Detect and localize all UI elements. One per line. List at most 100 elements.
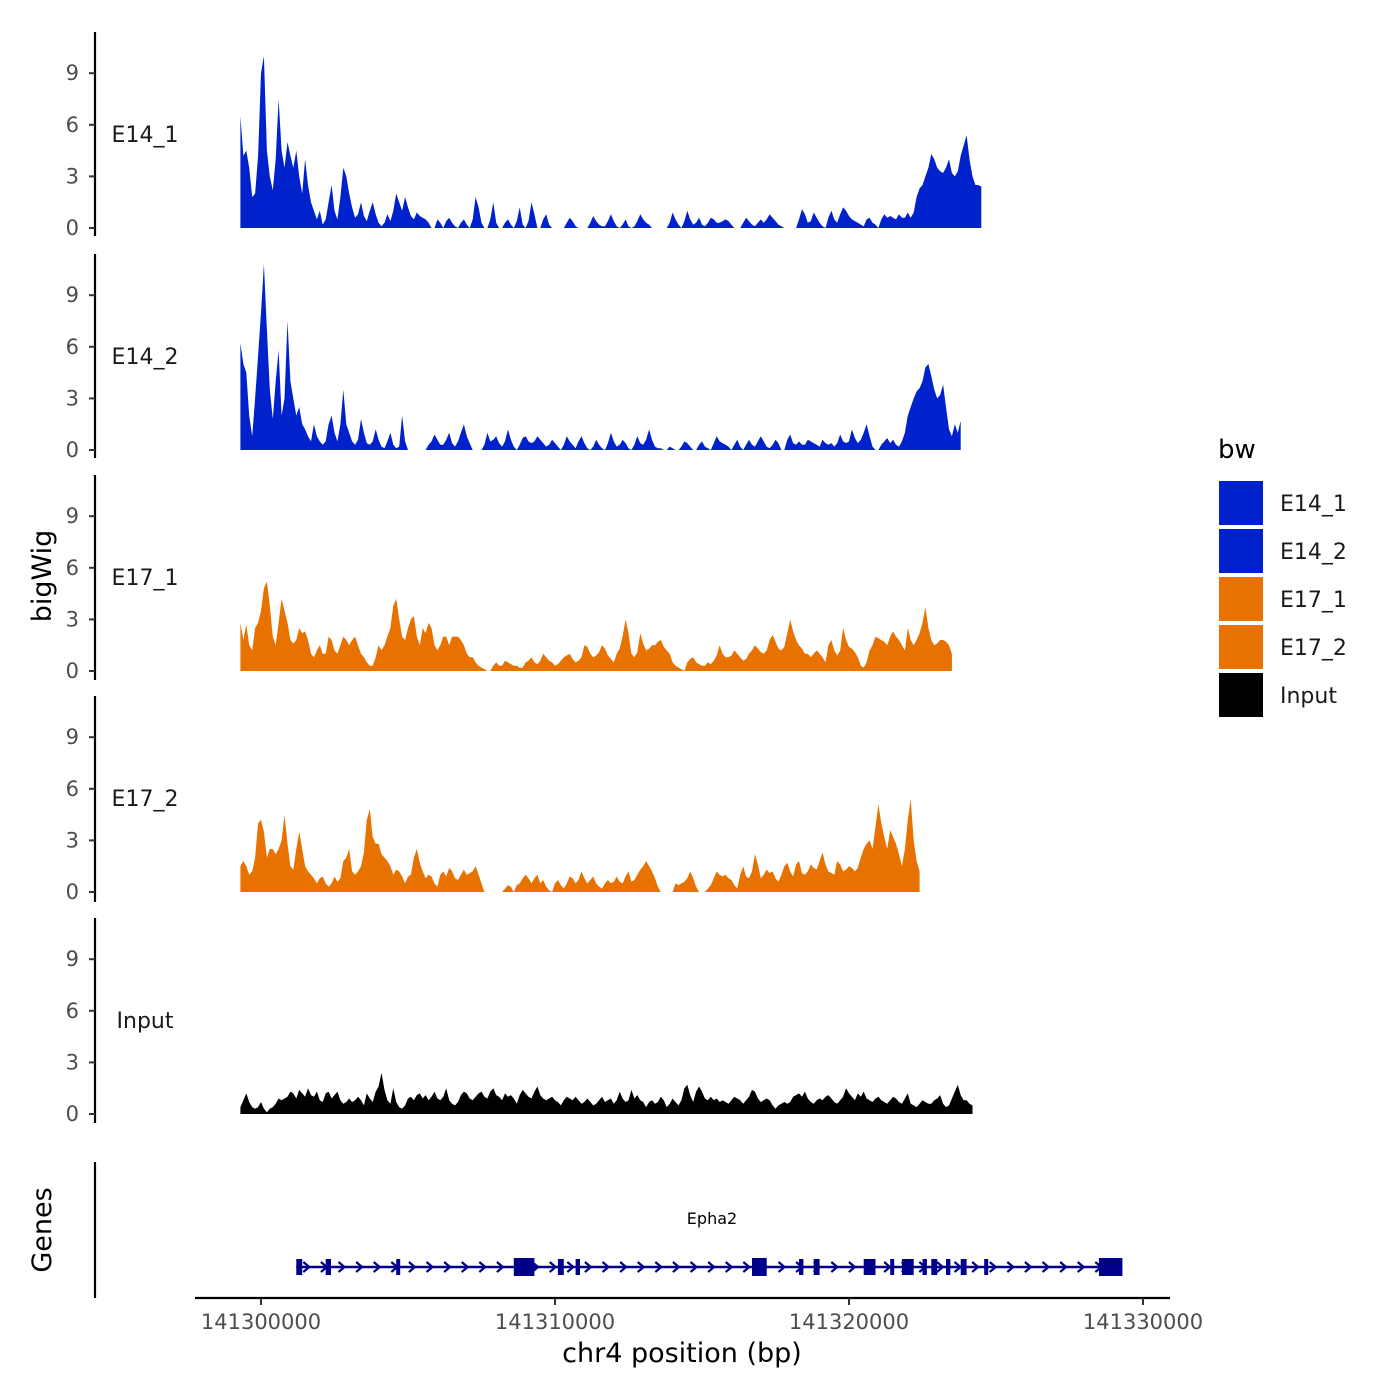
x-tick-label: 141320000	[789, 1310, 909, 1334]
strand-chevron	[1024, 1261, 1033, 1273]
y-tick-label: 0	[66, 438, 79, 462]
gene-track: Epha2	[93, 1162, 1123, 1298]
coverage-area-input	[240, 1072, 973, 1114]
legend-label-e17_1: E17_1	[1280, 588, 1347, 613]
y-tick-label: 3	[66, 828, 79, 852]
y-tick-label: 6	[66, 335, 79, 359]
legend-label-e14_2: E14_2	[1280, 540, 1347, 565]
strand-chevron	[1076, 1261, 1086, 1273]
strand-chevron	[953, 1261, 963, 1273]
strand-chevron	[707, 1261, 716, 1273]
strand-chevron	[777, 1261, 787, 1273]
gene-exon	[813, 1259, 820, 1275]
strand-chevron	[408, 1261, 417, 1273]
x-axis: 141300000 141310000 141320000 141330000 chr…	[195, 1296, 1203, 1369]
strand-chevron	[478, 1261, 488, 1273]
y-tick-label: 6	[66, 999, 79, 1023]
strand-chevron	[496, 1261, 505, 1273]
strand-chevron	[601, 1261, 611, 1273]
strand-chevron	[302, 1261, 312, 1273]
strand-chevron	[971, 1261, 980, 1273]
legend: bw E14_1 E14_2 E17_1 E17_2 Input	[1218, 435, 1347, 717]
gene-exon	[396, 1259, 401, 1275]
y-tick-label: 6	[66, 556, 79, 580]
gene-exon	[901, 1259, 914, 1275]
legend-entries: E14_1 E14_2 E17_1 E17_2 Input	[1219, 481, 1347, 717]
gene-exon	[799, 1259, 804, 1275]
y-tick-label: 9	[66, 504, 79, 528]
y-tick-label: 9	[66, 61, 79, 85]
y-tick-label: 0	[66, 659, 79, 683]
gene-exon	[984, 1259, 989, 1275]
gene-exon	[557, 1259, 564, 1275]
x-tick-label: 141330000	[1083, 1310, 1203, 1334]
strand-chevron	[848, 1261, 857, 1273]
x-tick-label: 141300000	[201, 1310, 321, 1334]
gene-exon	[575, 1259, 580, 1275]
strand-chevron	[372, 1261, 382, 1273]
y-tick-label: 3	[66, 386, 79, 410]
track-e14_2: 0 3 6 9 E14_2	[66, 254, 961, 462]
legend-label-input: Input	[1280, 684, 1337, 709]
strand-chevron	[584, 1261, 593, 1273]
strand-chevron	[460, 1261, 470, 1273]
y-tick-label: 9	[66, 947, 79, 971]
y-tick-label: 0	[66, 1102, 79, 1126]
strand-chevron	[337, 1261, 347, 1273]
gene-label: Epha2	[687, 1209, 737, 1228]
gene-exon	[946, 1259, 951, 1275]
legend-label-e14_1: E14_1	[1280, 492, 1347, 517]
gene-exon	[931, 1259, 938, 1275]
gene-exon	[890, 1259, 895, 1275]
strand-chevron	[443, 1261, 452, 1273]
gene-model	[296, 1258, 1123, 1276]
strand-chevron	[988, 1261, 998, 1273]
y-tick-label: 3	[66, 1050, 79, 1074]
strand-chevron	[936, 1261, 945, 1273]
legend-swatch-input	[1219, 673, 1263, 717]
strand-chevron	[1041, 1261, 1051, 1273]
legend-label-e17_2: E17_2	[1280, 636, 1347, 661]
track-label: Input	[117, 1009, 174, 1034]
legend-swatch-e17_1	[1219, 577, 1263, 621]
track-e17_2: 0 3 6 9 E17_2	[66, 696, 920, 904]
y-tick-label: 6	[66, 777, 79, 801]
strand-chevron	[830, 1261, 840, 1273]
gene-exon	[863, 1259, 876, 1275]
track-label: E14_1	[112, 123, 179, 148]
legend-swatch-e14_1	[1219, 481, 1263, 525]
strand-chevron	[689, 1261, 699, 1273]
y-axis-title: bigWig	[27, 530, 58, 623]
gene-exon	[752, 1258, 767, 1276]
x-tick-label: 141310000	[495, 1310, 615, 1334]
strand-chevron	[883, 1261, 892, 1273]
gene-exon	[513, 1258, 535, 1276]
y-tick-label: 3	[66, 607, 79, 631]
track-panels: 0 3 6 9 E14_1 0 3 6 9 E14_2 0 3 6 9 E17_1 0 3 6 9 E17_2 0 3 6 9…	[66, 32, 982, 1126]
track-label: E14_2	[112, 345, 179, 370]
y-tick-label: 9	[66, 725, 79, 749]
strand-chevron	[548, 1261, 558, 1273]
gene-exon	[325, 1259, 331, 1275]
strand-chevron	[672, 1261, 681, 1273]
coverage-area-e17_2	[240, 799, 920, 892]
gene-exon	[1098, 1258, 1123, 1276]
y-tick-label: 3	[66, 164, 79, 188]
track-e14_1: 0 3 6 9 E14_1	[66, 32, 982, 240]
track-e17_1: 0 3 6 9 E17_1	[66, 475, 952, 683]
legend-title: bw	[1218, 435, 1256, 465]
strand-chevron	[355, 1261, 364, 1273]
strand-chevron	[619, 1261, 628, 1273]
legend-swatch-e17_2	[1219, 625, 1263, 669]
strand-chevron	[654, 1261, 664, 1273]
y-tick-label: 0	[66, 880, 79, 904]
gene-track-title: Genes	[27, 1187, 58, 1272]
strand-chevron	[1006, 1261, 1016, 1273]
gene-exon	[922, 1259, 927, 1275]
gene-exon	[960, 1259, 967, 1275]
strand-chevron	[425, 1261, 435, 1273]
y-tick-label: 9	[66, 283, 79, 307]
strand-chevron	[566, 1261, 576, 1273]
coverage-area-e14_2	[240, 264, 961, 450]
